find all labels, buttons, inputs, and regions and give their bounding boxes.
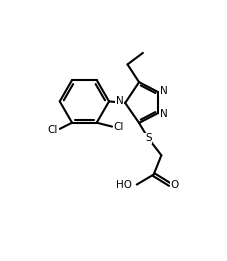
- Text: N: N: [160, 86, 168, 96]
- Text: HO: HO: [116, 180, 132, 189]
- Text: Cl: Cl: [48, 125, 58, 135]
- Text: Cl: Cl: [114, 122, 124, 132]
- Text: N: N: [116, 96, 124, 106]
- Text: S: S: [145, 133, 152, 143]
- Text: N: N: [160, 109, 168, 120]
- Text: O: O: [170, 180, 179, 189]
